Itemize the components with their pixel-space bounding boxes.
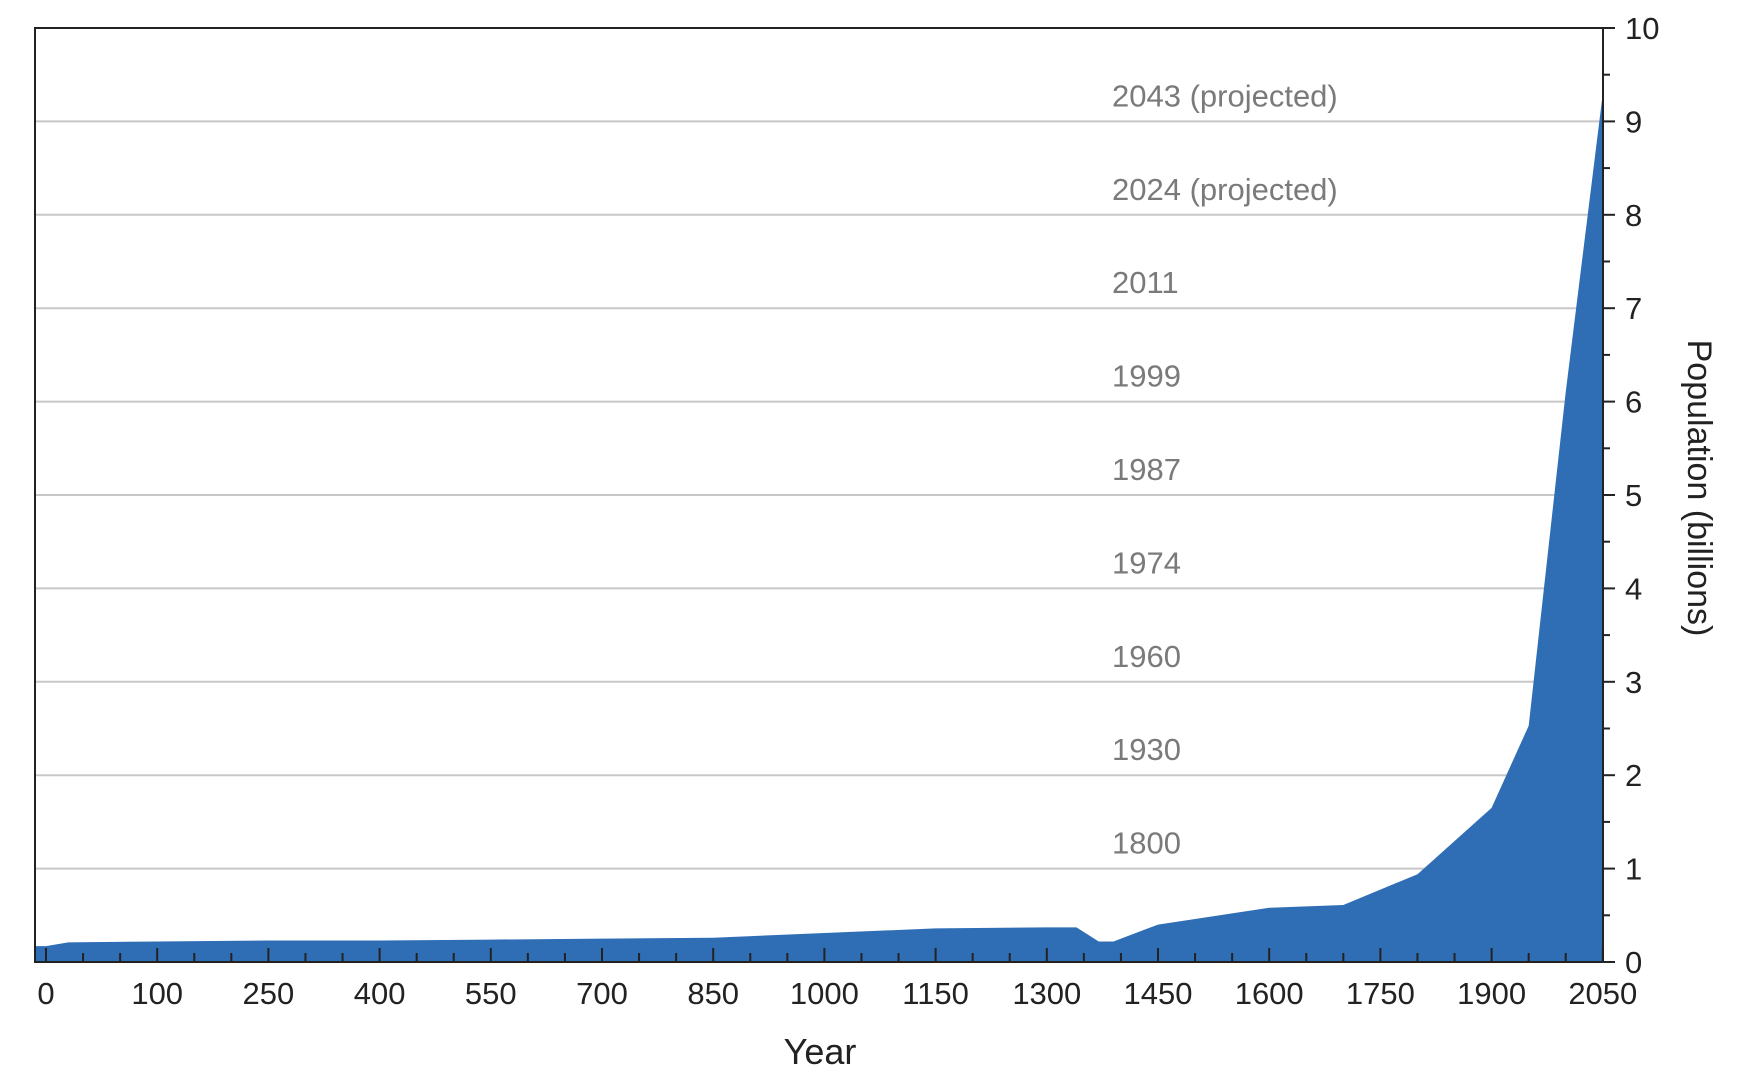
gridlines	[35, 120, 1603, 870]
y-tick-label: 9	[1625, 104, 1642, 139]
annotation-labels: 2043 (projected) 2024 (projected) 2011 1999…	[1112, 78, 1338, 860]
y-axis-label: Population (billions)	[1680, 340, 1718, 637]
x-tick-label: 1000	[790, 976, 859, 1011]
milestone-label: 1960	[1112, 639, 1181, 674]
milestone-label: 1999	[1112, 359, 1181, 394]
x-axis-ticks: 0 100 250 400 550 700 850 1000 1150 1300 1450 1600 1…	[37, 948, 1637, 1011]
area-series	[35, 93, 1603, 962]
x-tick-label: 2050	[1568, 976, 1637, 1011]
milestone-label: 1987	[1112, 452, 1181, 487]
y-tick-label: 0	[1625, 945, 1642, 980]
x-tick-label: 250	[243, 976, 295, 1011]
milestone-label: 1800	[1112, 826, 1181, 861]
y-tick-label: 10	[1625, 11, 1659, 46]
y-tick-label: 1	[1625, 852, 1642, 887]
milestone-label: 2011	[1112, 265, 1179, 300]
milestone-label: 1930	[1112, 732, 1181, 767]
x-tick-label: 1750	[1346, 976, 1415, 1011]
x-tick-label: 550	[465, 976, 517, 1011]
y-tick-label: 8	[1625, 198, 1642, 233]
y-axis-ticks: 0 1 2 3 4 5 6 7 8 9 10	[1603, 11, 1659, 980]
x-tick-label: 850	[687, 976, 739, 1011]
milestone-label: 2024 (projected)	[1112, 172, 1338, 207]
x-tick-label: 400	[354, 976, 406, 1011]
x-tick-label: 1150	[902, 976, 969, 1011]
y-tick-label: 5	[1625, 478, 1642, 513]
milestone-label: 1974	[1112, 545, 1181, 580]
x-tick-label: 1300	[1012, 976, 1081, 1011]
x-tick-label: 700	[576, 976, 628, 1011]
population-area	[35, 93, 1603, 962]
x-tick-label: 100	[131, 976, 183, 1011]
y-tick-label: 2	[1625, 758, 1642, 793]
x-tick-label: 1450	[1124, 976, 1193, 1011]
y-tick-label: 6	[1625, 385, 1642, 420]
x-tick-label: 0	[37, 976, 54, 1011]
y-tick-label: 4	[1625, 571, 1642, 606]
x-tick-label: 1900	[1457, 976, 1526, 1011]
y-tick-label: 7	[1625, 291, 1642, 326]
milestone-label: 2043 (projected)	[1112, 78, 1338, 113]
y-tick-label: 3	[1625, 665, 1642, 700]
x-tick-label: 1600	[1235, 976, 1304, 1011]
x-axis-label: Year	[784, 1031, 857, 1072]
